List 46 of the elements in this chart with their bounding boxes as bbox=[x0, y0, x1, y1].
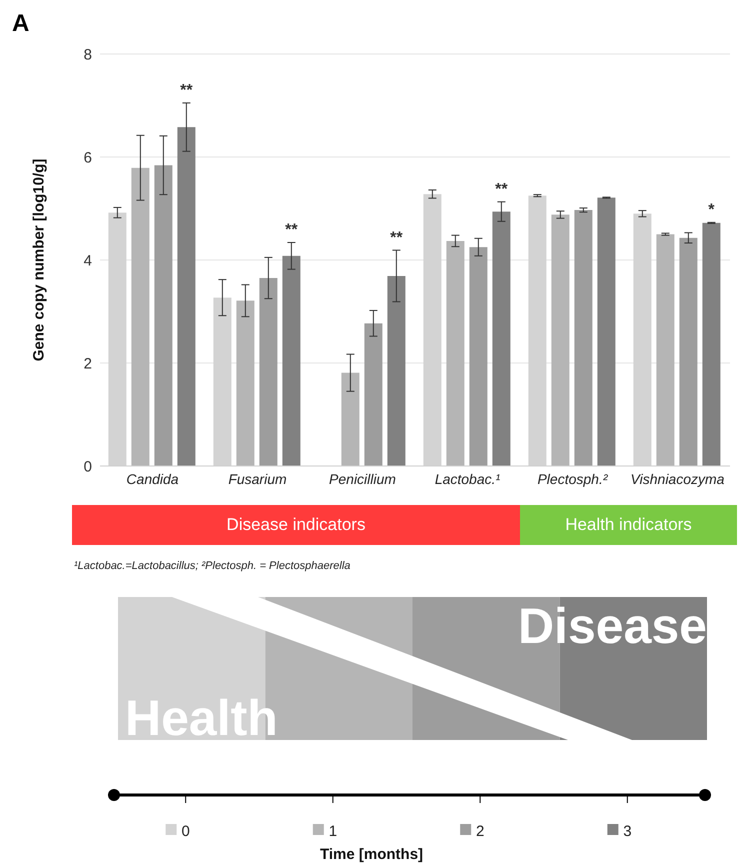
bar bbox=[702, 222, 720, 466]
data-label: ** bbox=[285, 222, 298, 239]
y-tick-label: 0 bbox=[84, 458, 92, 476]
legend-label: 3 bbox=[623, 823, 632, 840]
bar bbox=[387, 276, 406, 466]
x-tick-label: Vishniacozyma bbox=[630, 470, 725, 487]
bar bbox=[469, 247, 488, 466]
bar bbox=[282, 256, 300, 466]
bar bbox=[679, 238, 698, 466]
chart-title: A bbox=[12, 10, 30, 38]
bar bbox=[177, 127, 196, 466]
y-tick-label: 8 bbox=[84, 46, 92, 64]
data-label: * bbox=[708, 202, 716, 219]
legend-label: 1 bbox=[328, 823, 338, 840]
y-tick-label: 2 bbox=[84, 355, 92, 372]
text: ¹Lactobac.=Lactobacillus; ²Plectosph. = Plectosphaerella bbox=[74, 560, 350, 572]
bar bbox=[131, 168, 150, 466]
x-tick-label: Fusarium bbox=[228, 470, 288, 487]
data-label: ** bbox=[495, 181, 508, 198]
y-tick-label: 6 bbox=[84, 149, 92, 166]
bar bbox=[597, 198, 616, 466]
bar bbox=[656, 234, 674, 466]
text: Health bbox=[125, 690, 278, 746]
text: Health indicators bbox=[520, 505, 737, 545]
x-tick-label: Candida bbox=[126, 470, 179, 487]
bar bbox=[574, 210, 592, 466]
text: Disease indicators bbox=[72, 505, 520, 545]
bar bbox=[154, 165, 172, 466]
legend-label: 2 bbox=[476, 823, 484, 840]
y-tick-label: 4 bbox=[84, 252, 92, 270]
legend-title: Time [months] bbox=[320, 846, 424, 863]
bar bbox=[492, 212, 510, 466]
y-axis-title: Gene copy number [log10/g] bbox=[30, 158, 48, 362]
bar bbox=[446, 240, 464, 466]
x-tick-label: Penicillium bbox=[329, 470, 396, 487]
data-label: ** bbox=[180, 82, 194, 100]
bar bbox=[551, 214, 570, 466]
bar bbox=[364, 323, 382, 466]
legend-label: 0 bbox=[181, 823, 190, 840]
bar bbox=[341, 372, 360, 466]
x-tick-label: Lactobac.¹ bbox=[434, 470, 501, 487]
bar bbox=[236, 300, 254, 466]
bar bbox=[259, 278, 278, 466]
x-tick-label: Plectosph.² bbox=[537, 470, 609, 487]
data-label: ** bbox=[390, 229, 404, 246]
text: Disease bbox=[518, 598, 707, 654]
